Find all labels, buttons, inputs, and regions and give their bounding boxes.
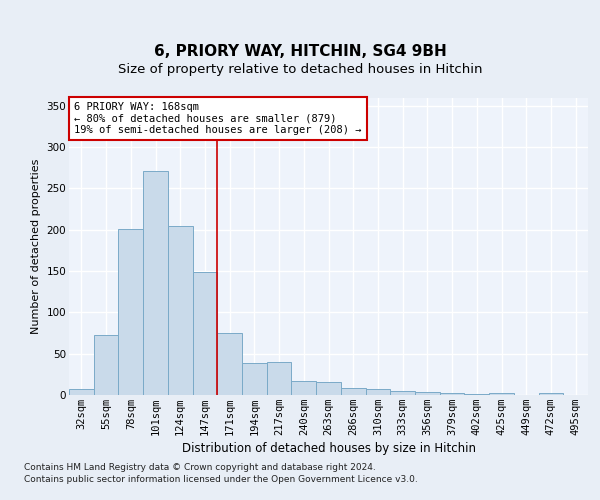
- Bar: [539, 392, 563, 395]
- Bar: [168, 226, 193, 395]
- Bar: [415, 392, 440, 395]
- Bar: [365, 389, 390, 395]
- Bar: [292, 381, 316, 395]
- Bar: [143, 171, 168, 395]
- Text: Contains HM Land Registry data © Crown copyright and database right 2024.: Contains HM Land Registry data © Crown c…: [24, 462, 376, 471]
- Bar: [118, 229, 143, 395]
- Bar: [316, 382, 341, 395]
- Bar: [464, 394, 489, 395]
- Bar: [217, 333, 242, 395]
- Bar: [69, 389, 94, 395]
- Bar: [341, 388, 365, 395]
- Text: Size of property relative to detached houses in Hitchin: Size of property relative to detached ho…: [118, 64, 482, 76]
- Bar: [193, 272, 217, 395]
- Bar: [390, 391, 415, 395]
- Text: Contains public sector information licensed under the Open Government Licence v3: Contains public sector information licen…: [24, 475, 418, 484]
- Y-axis label: Number of detached properties: Number of detached properties: [31, 158, 41, 334]
- Text: 6 PRIORY WAY: 168sqm
← 80% of detached houses are smaller (879)
19% of semi-deta: 6 PRIORY WAY: 168sqm ← 80% of detached h…: [74, 102, 362, 135]
- X-axis label: Distribution of detached houses by size in Hitchin: Distribution of detached houses by size …: [182, 442, 476, 455]
- Bar: [267, 362, 292, 395]
- Bar: [489, 394, 514, 395]
- Bar: [440, 394, 464, 395]
- Bar: [94, 334, 118, 395]
- Text: 6, PRIORY WAY, HITCHIN, SG4 9BH: 6, PRIORY WAY, HITCHIN, SG4 9BH: [154, 44, 446, 59]
- Bar: [242, 363, 267, 395]
